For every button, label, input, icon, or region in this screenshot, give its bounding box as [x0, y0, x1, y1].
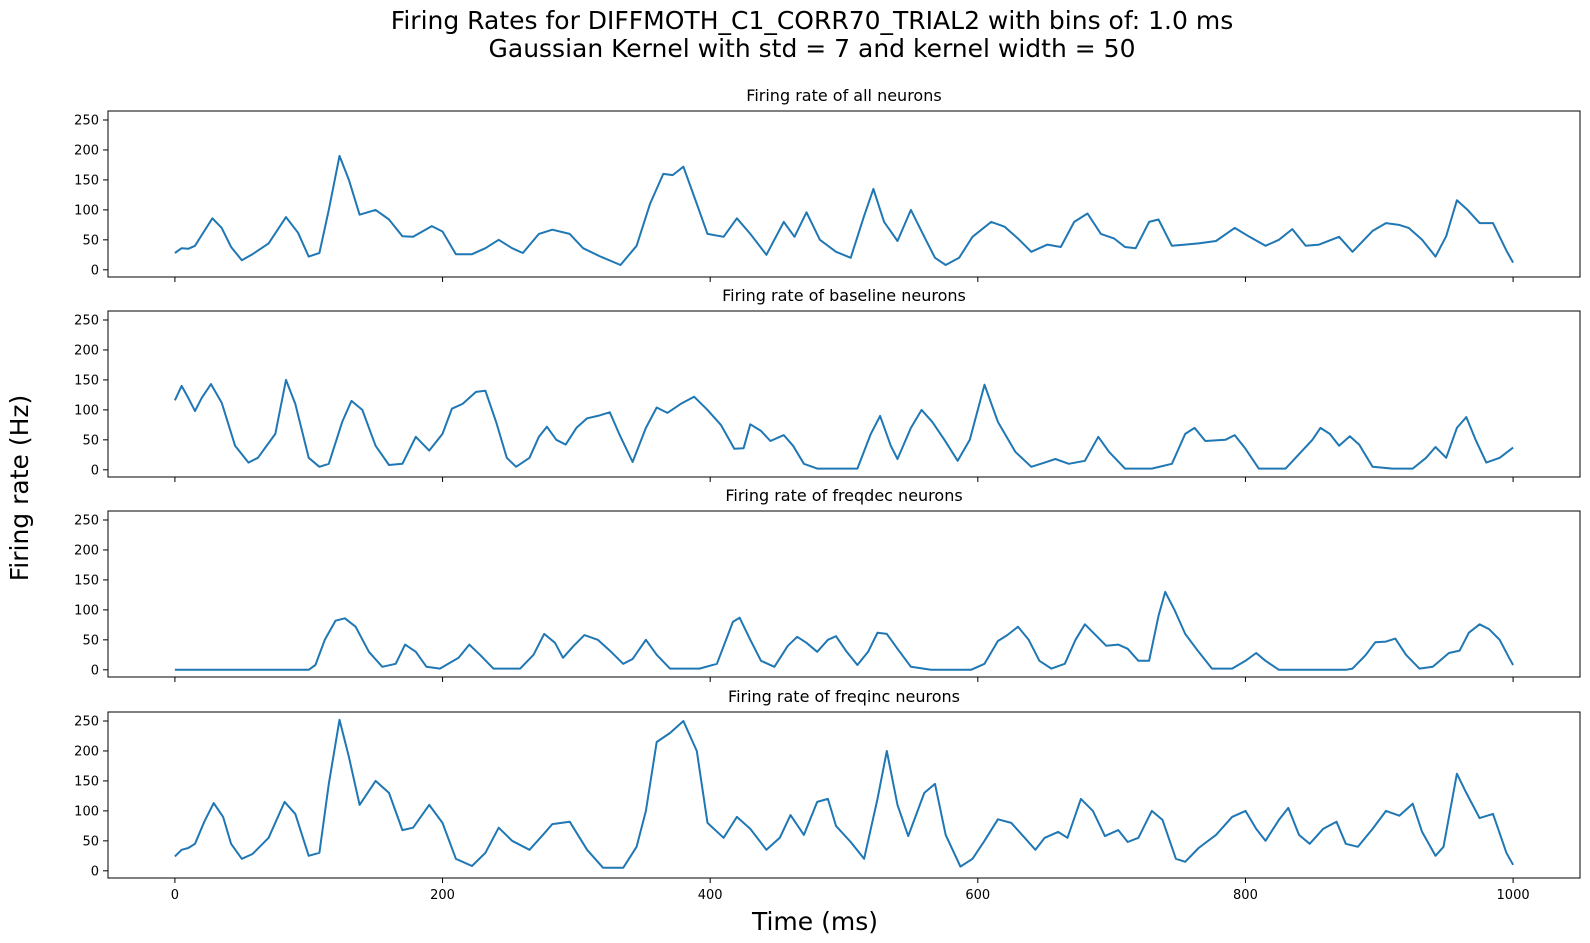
y-tick-label: 50: [82, 834, 99, 849]
y-tick-label: 150: [74, 573, 99, 588]
y-tick-label: 100: [74, 403, 99, 418]
y-tick-label: 150: [74, 774, 99, 789]
x-tick-label: 400: [698, 888, 723, 903]
axes-frame: [107, 711, 1581, 879]
subplots: Firing rate of all neurons 0 50 100 150 200 25…: [74, 86, 1581, 903]
y-tick-label: 50: [82, 433, 99, 448]
y-tick-label: 200: [74, 543, 99, 558]
figure-subtitle: Gaussian Kernel with std = 7 and kernel …: [489, 34, 1136, 63]
figure-title: Firing Rates for DIFFMOTH_C1_CORR70_TRIA…: [391, 6, 1233, 35]
y-tick-label: 0: [91, 663, 99, 678]
x-axis-label: Time (ms): [751, 907, 878, 936]
y-axis-label: Firing rate (Hz): [5, 395, 34, 582]
axes-frame: [107, 110, 1581, 278]
y-tick-label: 100: [74, 203, 99, 218]
y-tick-label: 250: [74, 714, 99, 729]
y-tick-label: 50: [82, 233, 99, 248]
x-tick-label: 1000: [1497, 888, 1530, 903]
x-tick-label: 800: [1233, 888, 1258, 903]
y-tick-label: 250: [74, 313, 99, 328]
subplot-1: Firing rate of all neurons 0 50 100 150 200 25…: [74, 86, 1581, 282]
y-tick-label: 250: [74, 513, 99, 528]
x-tick-label: 200: [430, 888, 455, 903]
series-line: [174, 718, 1514, 869]
y-tick-label: 200: [74, 343, 99, 358]
series-line: [174, 154, 1514, 266]
y-tick-label: 150: [74, 373, 99, 388]
subplot-title: Firing rate of freqinc neurons: [728, 687, 960, 706]
series-line: [174, 590, 1514, 671]
y-tick-label: 50: [82, 633, 99, 648]
subplot-title: Firing rate of baseline neurons: [722, 286, 966, 305]
x-tick-label: 0: [171, 888, 179, 903]
y-tick-label: 0: [91, 263, 99, 278]
subplot-3: Firing rate of freqdec neurons 0 50 100 150 2…: [74, 486, 1581, 682]
y-tick-label: 100: [74, 603, 99, 618]
subplot-4: Firing rate of freqinc neurons 0 50 100 150 2…: [74, 687, 1581, 903]
subplot-title: Firing rate of freqdec neurons: [725, 486, 962, 505]
axes-frame: [107, 510, 1581, 678]
y-tick-label: 150: [74, 173, 99, 188]
y-tick-label: 200: [74, 744, 99, 759]
x-tick-label: 600: [965, 888, 990, 903]
y-tick-label: 200: [74, 143, 99, 158]
subplot-2: Firing rate of baseline neurons 0 50 100 150…: [74, 286, 1581, 482]
subplot-title: Firing rate of all neurons: [746, 86, 941, 105]
y-tick-label: 250: [74, 113, 99, 128]
series-line: [173, 378, 1514, 470]
axes-frame: [107, 310, 1581, 478]
y-tick-label: 100: [74, 804, 99, 819]
y-tick-label: 0: [91, 864, 99, 879]
y-tick-label: 0: [91, 463, 99, 478]
